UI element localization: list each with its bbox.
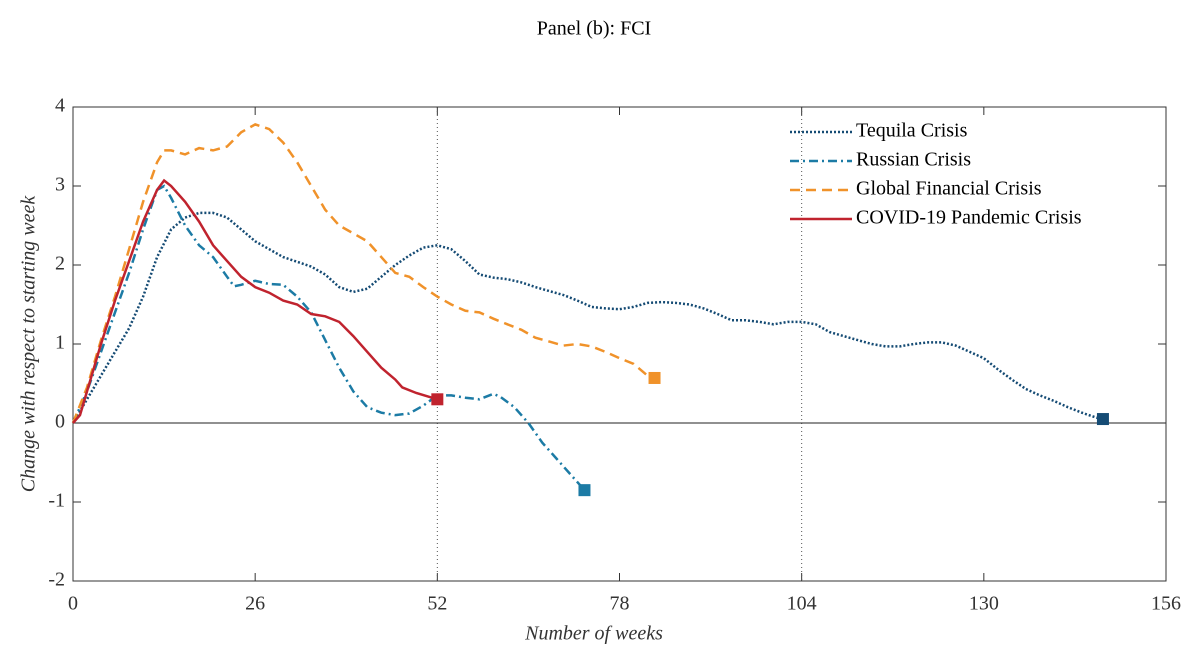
y-tick-label: 2 — [55, 253, 65, 275]
series-line — [71, 123, 655, 424]
y-tick-label: 0 — [55, 411, 65, 433]
legend-label: COVID-19 Pandemic Crisis — [856, 207, 1082, 229]
series-line — [71, 184, 586, 491]
end-marker — [431, 393, 444, 406]
x-tick-label: 104 — [787, 593, 817, 615]
x-tick-label: 52 — [427, 593, 447, 615]
x-tick-label: 78 — [610, 593, 630, 615]
legend-label: Tequila Crisis — [856, 120, 968, 142]
y-axis-label: Change with respect to starting week — [18, 195, 40, 493]
y-tick-label: 3 — [55, 174, 65, 196]
end-marker — [1096, 413, 1109, 426]
legend-label: Russian Crisis — [856, 149, 971, 171]
y-tick-label: -1 — [48, 490, 65, 512]
y-tick-label: 1 — [55, 332, 65, 354]
x-axis-label: Number of weeks — [524, 623, 663, 645]
end-marker — [648, 371, 661, 384]
series-line — [72, 178, 438, 424]
end-marker — [578, 484, 591, 497]
legend-label: Global Financial Crisis — [856, 178, 1042, 200]
x-tick-label: 0 — [68, 593, 78, 615]
plot-frame — [72, 106, 1167, 582]
x-tick-label: 156 — [1151, 593, 1181, 615]
x-tick-label: 130 — [969, 593, 999, 615]
series-line — [71, 211, 1104, 424]
x-tick-label: 26 — [245, 593, 265, 615]
y-tick-label: -2 — [48, 569, 65, 591]
chart-title: Panel (b): FCI — [537, 18, 651, 40]
y-tick-label: 4 — [55, 95, 65, 117]
